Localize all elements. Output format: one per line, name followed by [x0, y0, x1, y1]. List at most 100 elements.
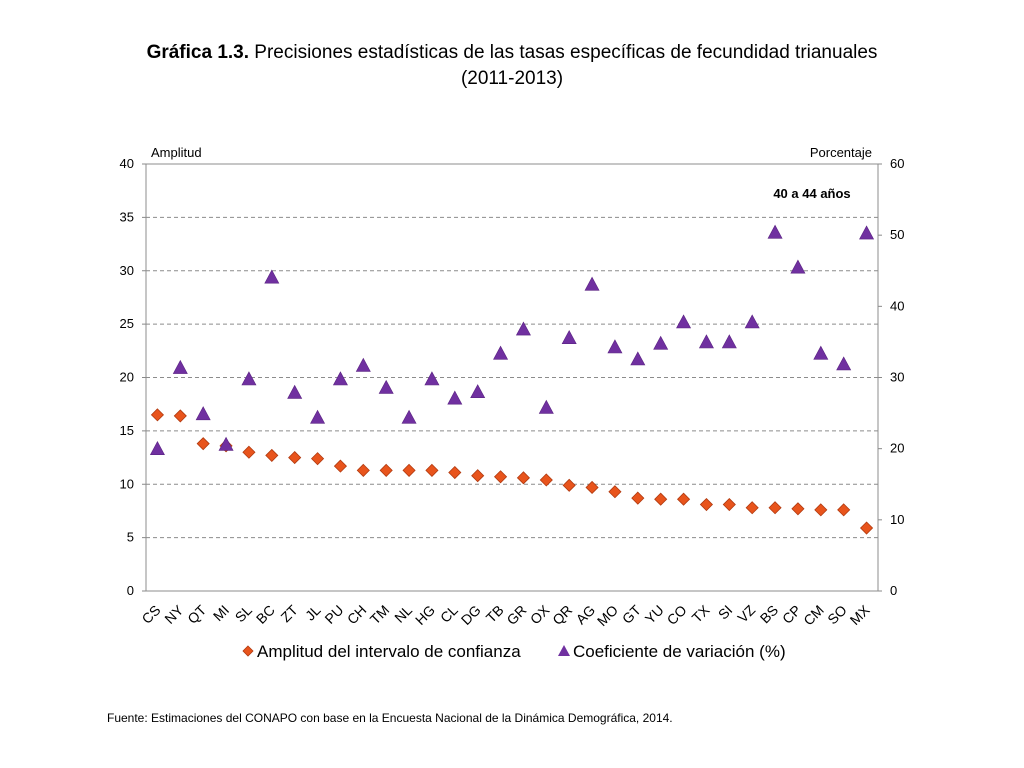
- cv-triangle-point: [561, 330, 577, 344]
- category-label: BC: [253, 602, 278, 627]
- category-label: JL: [302, 602, 324, 624]
- category-label: AG: [573, 602, 599, 628]
- source-note: Fuente: Estimaciones del CONAPO con base…: [107, 711, 673, 725]
- amplitude-diamond-point: [356, 463, 370, 477]
- category-label: ZT: [277, 601, 301, 625]
- cv-triangle-point: [378, 379, 394, 394]
- category-label: YU: [642, 602, 667, 627]
- cv-triangle-point: [653, 335, 669, 350]
- cv-triangle-point: [401, 409, 417, 424]
- amplitude-diamond-point: [539, 473, 553, 487]
- cv-triangle-point: [470, 384, 486, 399]
- cv-triangle-point: [515, 321, 531, 336]
- amplitude-diamond-point: [310, 452, 325, 466]
- plot-frame: [145, 163, 879, 592]
- category-label: GT: [619, 601, 644, 626]
- chart-title-years: (2011-2013): [460, 68, 564, 89]
- category-label: TB: [483, 602, 507, 626]
- cv-triangle-point: [218, 436, 234, 451]
- amplitude-diamond-point: [471, 469, 485, 483]
- amplitude-diamond-point: [654, 492, 668, 506]
- category-label: TX: [689, 601, 713, 625]
- amplitude-diamond-point: [585, 480, 599, 495]
- category-label: CP: [779, 602, 804, 627]
- amplitude-diamond-point: [562, 478, 576, 492]
- amplitude-diamond-point: [196, 437, 210, 451]
- cv-triangle-point: [149, 441, 165, 455]
- category-label: MX: [847, 601, 874, 628]
- right-tick-label: 50: [890, 227, 904, 242]
- category-label: NY: [161, 601, 187, 627]
- cv-triangle-point: [538, 399, 554, 414]
- grid-layer: [146, 216, 878, 539]
- axes-layer: [142, 163, 882, 592]
- left-tick-label: 40: [120, 156, 134, 171]
- cv-triangle-point: [630, 351, 646, 366]
- cv-triangle-point: [332, 371, 348, 386]
- age-group-annotation: 40 a 44 años: [773, 186, 850, 201]
- category-label: CL: [437, 602, 461, 626]
- category-label: MO: [594, 602, 621, 629]
- cv-triangle-point: [607, 339, 623, 354]
- category-label: QR: [549, 602, 575, 628]
- category-label: MI: [210, 602, 232, 624]
- cv-triangle-point: [424, 371, 440, 386]
- legend-triangle-icon: [558, 645, 570, 656]
- cv-triangle-point: [859, 225, 875, 240]
- amplitude-diamond-point: [745, 501, 759, 515]
- category-label: QT: [184, 601, 209, 626]
- cv-triangle-point: [493, 345, 509, 360]
- category-label: PU: [321, 602, 346, 627]
- category-label: VZ: [734, 601, 758, 625]
- category-label: GR: [503, 602, 529, 628]
- category-label: TM: [367, 602, 393, 628]
- right-tick-label: 60: [890, 156, 904, 171]
- amplitude-diamond-point: [859, 521, 874, 535]
- left-tick-label: 30: [120, 263, 134, 278]
- amplitude-diamond-point: [265, 448, 279, 462]
- amplitude-diamond-point: [631, 491, 645, 505]
- category-label: SO: [824, 602, 850, 628]
- amplitude-diamond-point: [333, 459, 348, 473]
- amplitude-diamond-point: [242, 445, 256, 459]
- category-label: CH: [344, 602, 370, 628]
- amplitude-diamond-point: [676, 492, 691, 506]
- amplitude-diamond-point: [768, 501, 782, 515]
- right-axis-title: Porcentaje: [810, 145, 872, 160]
- amplitude-diamond-point: [173, 409, 187, 423]
- cv-triangle-point: [310, 409, 326, 424]
- amplitude-diamond-point: [379, 463, 393, 477]
- left-axis-title: Amplitud: [151, 145, 202, 160]
- marks-layer: [149, 224, 875, 535]
- amplitude-diamond-point: [516, 471, 531, 485]
- right-tick-label: 20: [890, 441, 904, 456]
- amplitude-diamond-point: [448, 465, 462, 480]
- amplitude-diamond-point: [493, 470, 508, 484]
- legend-label-cv: Coeficiente de variación (%): [573, 642, 786, 661]
- cv-triangle-point: [287, 384, 303, 399]
- cv-triangle-point: [676, 314, 692, 329]
- category-label: HG: [412, 602, 438, 628]
- left-tick-label: 0: [127, 583, 134, 598]
- left-tick-label: 15: [120, 423, 134, 438]
- cv-triangle-point: [195, 406, 211, 421]
- cv-triangle-point: [744, 314, 760, 329]
- amplitude-diamond-point: [150, 408, 165, 422]
- chart-title-rest: Precisiones estadísticas de las tasas es…: [249, 42, 878, 63]
- cv-triangle-point: [836, 356, 852, 371]
- right-tick-label: 10: [890, 512, 904, 527]
- left-tick-label: 5: [127, 530, 134, 545]
- legend-layer: Amplitud del intervalo de confianza Coefi…: [242, 642, 786, 661]
- amplitude-diamond-point: [288, 450, 302, 465]
- left-tick-label: 20: [120, 370, 134, 385]
- amplitude-diamond-point: [699, 497, 714, 512]
- cv-triangle-point: [698, 334, 714, 349]
- category-label: OX: [527, 601, 553, 627]
- cv-triangle-point: [767, 224, 783, 239]
- right-tick-label: 40: [890, 298, 904, 313]
- amplitude-diamond-point: [837, 503, 851, 517]
- cv-triangle-point: [241, 371, 257, 386]
- category-label: DG: [458, 602, 484, 628]
- amplitude-diamond-point: [814, 503, 828, 517]
- amplitude-diamond-point: [425, 463, 439, 477]
